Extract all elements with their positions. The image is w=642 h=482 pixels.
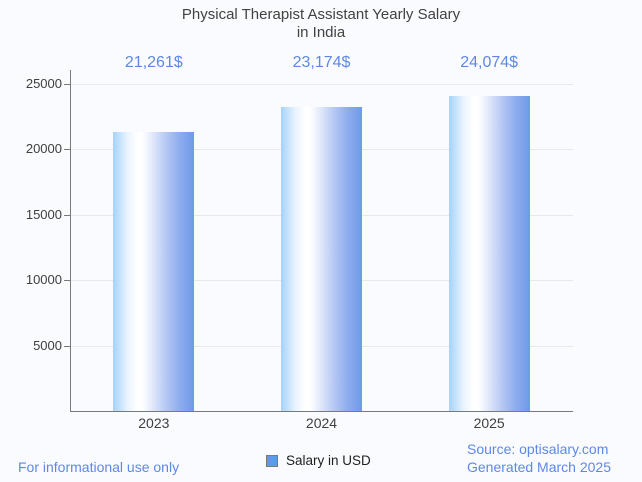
- bar-2024[interactable]: [281, 107, 362, 411]
- y-tick-label: 15000: [25, 206, 62, 222]
- y-tick: [64, 83, 70, 85]
- x-axis-label: 2025: [473, 415, 505, 431]
- y-tick-label: 10000: [25, 272, 62, 287]
- generated-text: Generated March 2025: [467, 459, 611, 475]
- legend-label: Salary in USD: [286, 453, 371, 468]
- bar-value-label: 24,074$: [460, 54, 519, 71]
- chart-subtitle: in India: [296, 24, 346, 41]
- y-tick-label: 25000: [25, 75, 62, 91]
- x-axis-label: 2023: [138, 415, 170, 431]
- y-tick: [64, 345, 70, 347]
- legend: Salary in USD: [266, 453, 371, 469]
- source-block: Source: optisalary.com Generated March 2…: [467, 440, 611, 476]
- bar-value-label: 21,261$: [124, 54, 183, 71]
- y-tick: [64, 149, 70, 150]
- bar-2025[interactable]: [448, 95, 530, 411]
- y-tick-label: 5000: [33, 337, 62, 353]
- x-axis-label: 2024: [305, 415, 338, 431]
- source-text[interactable]: Source: optisalary.com: [467, 441, 609, 457]
- bar-value-label: 23,174$: [292, 54, 351, 71]
- y-axis-line: [70, 70, 71, 412]
- chart-title: Physical Therapist Assistant Yearly Sala…: [181, 6, 461, 23]
- gridline: [70, 83, 573, 85]
- bar-2023[interactable]: [113, 132, 195, 411]
- y-tick: [64, 280, 70, 281]
- x-axis-line: [70, 411, 573, 412]
- disclaimer-text: For informational use only: [18, 459, 180, 475]
- legend-swatch-icon: [266, 455, 278, 467]
- y-tick: [64, 214, 70, 216]
- y-tick-label: 20000: [25, 141, 62, 156]
